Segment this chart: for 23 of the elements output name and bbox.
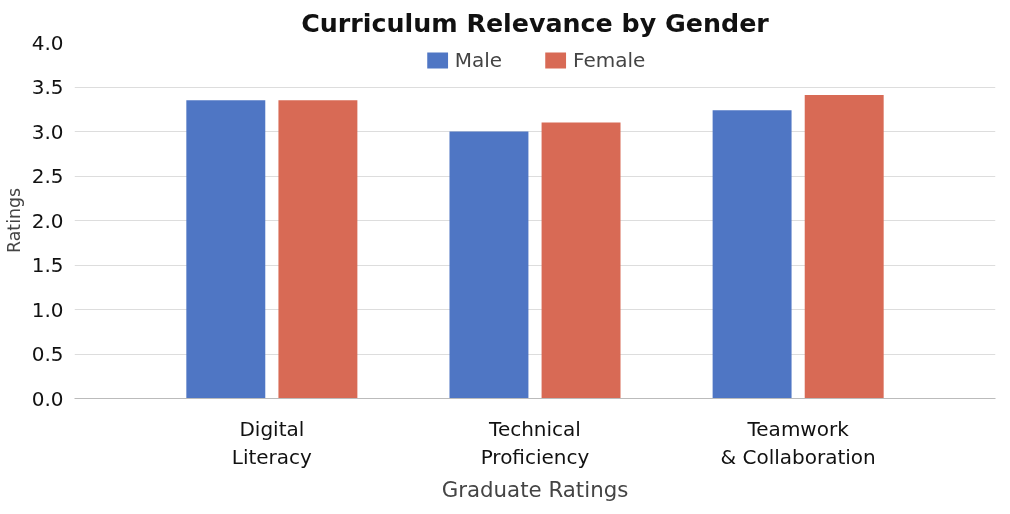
bar: [804, 95, 884, 399]
y-tick-label: 3.5: [31, 75, 64, 99]
bar: [541, 122, 621, 399]
x-axis-title: Graduate Ratings: [441, 477, 629, 503]
bar: [278, 100, 358, 399]
x-tick-label: Teamwork & Collaboration: [720, 416, 876, 470]
legend-label: Male: [454, 48, 503, 72]
y-tick-label: 3.0: [31, 119, 64, 144]
x-tick-label: Technical Proficiency: [480, 416, 590, 470]
y-tick-label: 2.0: [31, 208, 64, 233]
y-tick-label: 1.5: [31, 253, 64, 277]
legend-label: Female: [573, 48, 646, 72]
bar: [186, 100, 266, 399]
y-axis-title: Ratings: [3, 188, 24, 253]
y-tick-label: 1.0: [31, 297, 64, 322]
chart-title: Curriculum Relevance by Gender: [301, 7, 770, 38]
y-tick-label: 4.0: [31, 30, 64, 55]
y-tick-label: 2.5: [31, 164, 64, 188]
y-tick-label: 0.0: [31, 386, 64, 411]
bar: [449, 131, 529, 399]
y-tick-label: 0.5: [31, 342, 64, 366]
x-tick-label: Digital Literacy: [231, 416, 313, 470]
bar: [712, 110, 792, 399]
